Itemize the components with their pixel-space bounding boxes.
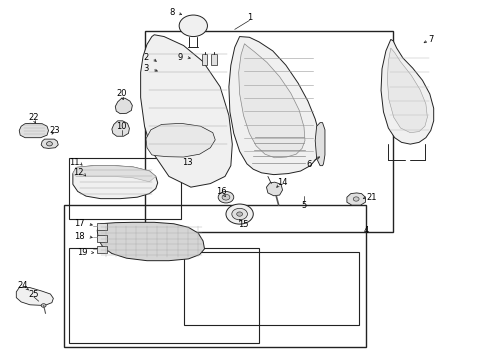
Polygon shape (228, 37, 320, 175)
Bar (183, 252, 358, 325)
Text: 17: 17 (74, 219, 85, 228)
Ellipse shape (179, 15, 207, 37)
Bar (64, 205, 366, 347)
Polygon shape (97, 222, 204, 261)
Bar (211, 54, 217, 65)
Text: 11: 11 (69, 158, 80, 167)
Text: 19: 19 (77, 248, 88, 257)
Bar (144, 31, 392, 232)
Text: 20: 20 (116, 89, 126, 98)
Polygon shape (141, 35, 232, 187)
Text: 10: 10 (116, 122, 126, 131)
Text: 16: 16 (215, 187, 226, 196)
Text: 13: 13 (181, 158, 192, 167)
Text: 23: 23 (49, 126, 60, 135)
Bar (69, 158, 181, 220)
Polygon shape (16, 288, 53, 306)
Polygon shape (73, 166, 156, 182)
Text: 22: 22 (28, 113, 39, 122)
Text: 25: 25 (28, 289, 39, 298)
Text: 8: 8 (169, 8, 175, 17)
Polygon shape (19, 123, 48, 138)
Text: 3: 3 (143, 64, 148, 73)
Text: 2: 2 (143, 53, 148, 62)
Polygon shape (73, 166, 158, 199)
Text: 24: 24 (17, 281, 27, 290)
Polygon shape (315, 123, 325, 166)
Circle shape (218, 192, 233, 203)
Text: 6: 6 (305, 161, 311, 170)
Text: 14: 14 (277, 178, 287, 187)
Text: 12: 12 (73, 168, 84, 177)
Circle shape (352, 197, 358, 201)
Bar (97, 246, 107, 253)
Bar (201, 54, 207, 65)
Circle shape (222, 194, 229, 200)
Text: 4: 4 (363, 226, 368, 235)
Text: 1: 1 (246, 13, 251, 22)
Polygon shape (386, 48, 427, 133)
Polygon shape (380, 40, 433, 144)
Circle shape (46, 141, 52, 146)
Circle shape (225, 204, 253, 224)
Polygon shape (41, 139, 58, 148)
Polygon shape (346, 193, 365, 205)
Polygon shape (238, 44, 305, 158)
Text: 15: 15 (238, 220, 248, 229)
Polygon shape (115, 98, 132, 114)
Bar (97, 234, 107, 242)
Bar (69, 248, 259, 343)
Text: 7: 7 (427, 35, 432, 44)
Polygon shape (266, 182, 282, 196)
Circle shape (236, 212, 242, 216)
Circle shape (41, 304, 46, 307)
Polygon shape (112, 121, 129, 136)
Bar (97, 223, 107, 230)
Text: 9: 9 (177, 53, 183, 62)
Circle shape (231, 208, 247, 220)
Text: 21: 21 (366, 193, 376, 202)
Polygon shape (146, 123, 215, 157)
Text: 18: 18 (74, 232, 85, 241)
Text: 5: 5 (301, 201, 306, 210)
